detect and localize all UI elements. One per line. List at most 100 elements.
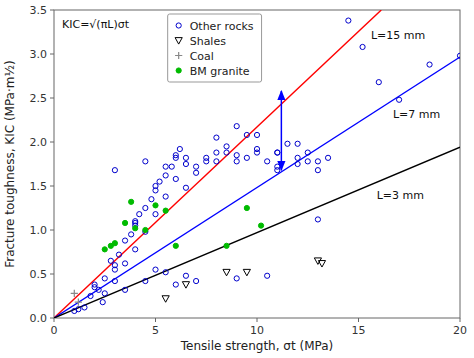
point [163,164,168,169]
y-axis-title: Fracture toughness, KIC (MPa·m½) [3,60,17,268]
point [169,164,174,169]
y-tick [50,318,54,319]
point [122,261,127,266]
point [182,282,189,288]
point [112,241,117,246]
line [54,57,460,318]
scatter-series [72,18,460,314]
scatter-series [71,290,82,306]
point [163,270,168,275]
point [153,212,158,217]
point [173,176,178,181]
point [346,18,351,23]
point [275,164,280,169]
legend-symbol [175,38,182,44]
y-tick-label: 0.0 [30,312,48,325]
point [258,223,263,228]
point [183,185,188,190]
y-tick [50,98,54,99]
x-tick [155,318,156,322]
point [194,278,199,283]
point [82,305,87,310]
point [143,278,148,283]
point [122,220,127,225]
point [163,208,168,213]
point [234,276,239,281]
point [318,261,325,267]
point [244,205,249,210]
point [92,285,97,290]
point [224,243,229,248]
line-label: L=15 mm [371,29,425,42]
point [153,183,158,188]
point [143,205,148,210]
y-tick-label: 1.5 [30,180,48,193]
point [234,153,239,158]
x-tick [358,318,359,322]
point [315,168,320,173]
point [133,219,138,224]
legend-box [168,14,262,82]
point [243,269,250,275]
point [153,203,158,208]
point [244,132,249,137]
point [204,159,209,164]
point [143,227,148,232]
point [129,232,134,237]
axes: 051015200.00.51.01.52.02.53.03.5 [30,4,468,337]
y-tick [50,10,54,11]
y-tick-label: 3.0 [30,48,48,61]
point [133,247,138,252]
point [149,197,154,202]
legend-symbol [176,23,181,28]
point [112,168,117,173]
scatter-series [102,199,264,252]
point [223,269,230,275]
point [76,307,81,312]
point [315,217,320,222]
point [173,153,178,158]
point [177,146,182,151]
point [397,97,402,102]
point [325,155,330,160]
point [183,161,188,166]
y-tick-label: 2.0 [30,136,48,149]
point [275,150,280,155]
legend-label: BM granite [190,65,250,78]
y-tick-label: 2.5 [30,92,48,105]
point [224,150,229,155]
point [122,238,127,243]
x-tick-label: 20 [453,324,467,337]
scatter-series [162,258,326,302]
point [244,155,249,160]
y-tick-label: 1.0 [30,224,48,237]
x-tick-label: 0 [51,324,58,337]
point [112,263,117,268]
y-tick [50,186,54,187]
x-tick [54,318,55,322]
point [122,287,127,292]
point [108,258,113,263]
point [71,290,78,297]
x-tick-label: 5 [152,324,159,337]
point [295,161,300,166]
point [173,282,178,287]
point [376,80,381,85]
y-tick-label: 0.5 [30,268,48,281]
point [234,124,239,129]
line [54,10,381,318]
x-tick-label: 10 [250,324,264,337]
point [112,278,117,283]
point [173,243,178,248]
arrow [281,91,283,170]
point [157,179,162,184]
point [129,199,134,204]
point [194,164,199,169]
line-label: L=3 mm [377,189,424,202]
point [234,159,239,164]
point [88,293,93,298]
plot-frame [54,10,460,318]
legend-label: Shales [190,35,227,48]
plot-area [54,10,460,318]
point [194,170,199,175]
